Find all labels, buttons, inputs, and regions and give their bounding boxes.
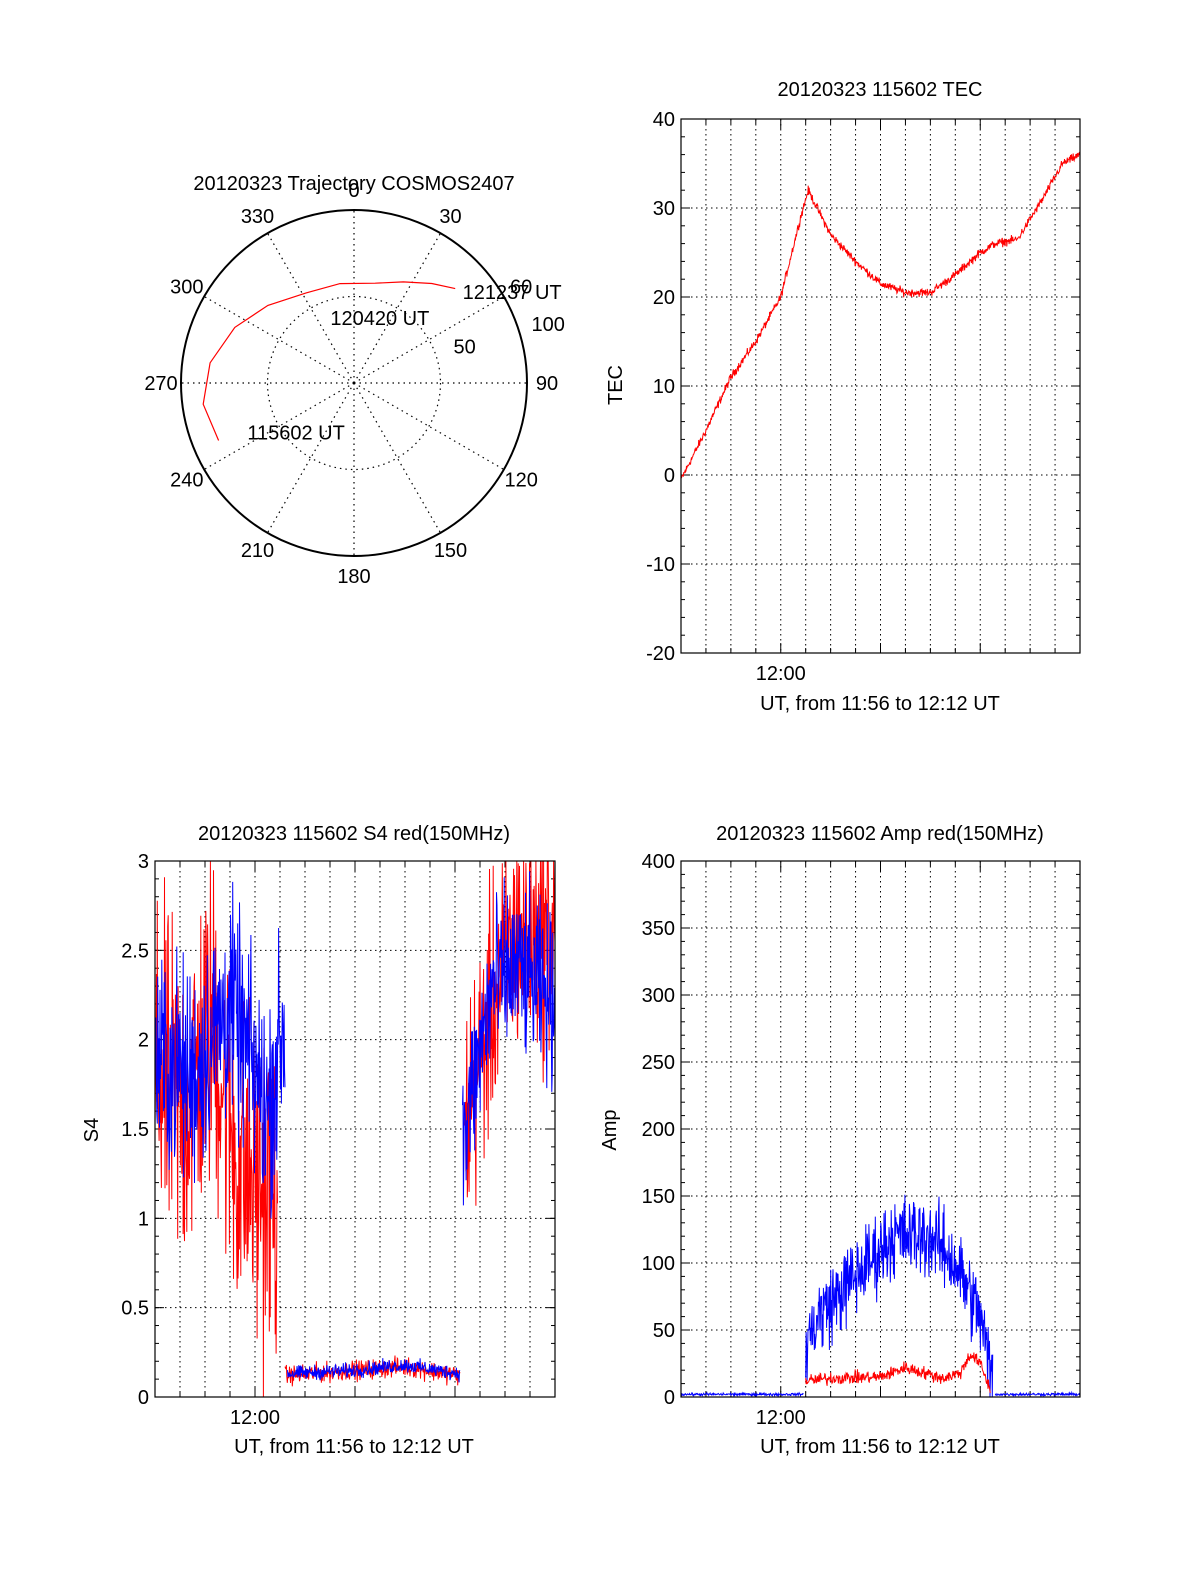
amp-ylabel: Amp xyxy=(599,1109,621,1150)
amp-xlabel: UT, from 11:56 to 12:12 UT xyxy=(760,1436,1000,1458)
s4-ytick-label: 2 xyxy=(138,1030,149,1052)
amp-ytick-label: 200 xyxy=(642,1119,675,1141)
polar-ring-50 xyxy=(266,295,442,471)
tec-chart: 20120323 115602 TEC UT, from 11:56 to 12… xyxy=(605,79,1081,715)
amp-ytick-label: 400 xyxy=(642,851,675,873)
polar-azimuth-label: 330 xyxy=(241,206,274,228)
tec-title: 20120323 115602 TEC xyxy=(778,79,983,101)
polar-azimuth-label: 270 xyxy=(144,373,177,395)
polar-time-annotation: 121237 UT xyxy=(463,282,562,304)
tec-xlabel: UT, from 11:56 to 12:12 UT xyxy=(760,693,1000,715)
s4-ytick-label: 2.5 xyxy=(121,940,149,962)
amp-series-blue xyxy=(681,1391,804,1397)
amp-ytick-label: 0 xyxy=(664,1387,675,1409)
tec-xtick-label: 12:00 xyxy=(756,663,806,685)
amp-xtick-label: 12:00 xyxy=(756,1407,806,1429)
polar-azimuth-label: 180 xyxy=(337,566,370,588)
amp-ytick-label: 50 xyxy=(653,1320,675,1342)
polar-spoke xyxy=(353,295,505,384)
polar-radial-label: 100 xyxy=(531,314,564,336)
polar-radial-label: 50 xyxy=(453,336,475,358)
polar-spoke xyxy=(353,382,442,534)
polar-azimuth-label: 240 xyxy=(170,470,203,492)
amp-ytick-label: 300 xyxy=(642,985,675,1007)
amp-series-blue xyxy=(994,1390,1080,1397)
tec-plot-area: -20 -10 0 10 20 30 40 12:00 xyxy=(646,109,1081,685)
polar-spoke xyxy=(203,382,355,471)
amp-series-group xyxy=(681,1194,1080,1397)
s4-plot-area: 0 0.5 1 1.5 2 2.5 3 12:00 xyxy=(121,851,556,1429)
tec-ytick-label: -10 xyxy=(646,554,675,576)
polar-spoke xyxy=(266,232,355,384)
s4-xlabel: UT, from 11:56 to 12:12 UT xyxy=(234,1436,474,1458)
amp-chart: 20120323 115602 Amp red(150MHz) UT, from… xyxy=(599,823,1081,1458)
s4-series-red xyxy=(155,861,278,1397)
s4-ytick-label: 1.5 xyxy=(121,1119,149,1141)
amp-plot-area: 0 50 100 150 200 250 300 350 400 12:00 xyxy=(642,851,1081,1429)
amp-ytick-label: 250 xyxy=(642,1052,675,1074)
amp-ytick-label: 350 xyxy=(642,918,675,940)
polar-title: 20120323 Trajectory COSMOS2407 xyxy=(193,173,514,195)
tec-ytick-label: 40 xyxy=(653,109,675,131)
polar-outer-circle xyxy=(180,209,528,557)
polar-spoke xyxy=(266,382,355,534)
polar-annotations: 121237 UT 120420 UT 115602 UT xyxy=(247,282,561,445)
amp-series-red xyxy=(805,1352,991,1393)
polar-grid xyxy=(180,209,528,557)
polar-azimuth-label: 60 xyxy=(510,277,532,299)
amp-series-blue xyxy=(805,1194,994,1397)
polar-trajectory xyxy=(202,281,456,441)
polar-azimuth-label: 150 xyxy=(434,540,467,562)
amp-title: 20120323 115602 Amp red(150MHz) xyxy=(716,823,1044,845)
polar-trajectory-line xyxy=(202,281,456,441)
tec-ytick-label: 30 xyxy=(653,198,675,220)
amp-ytick-label: 150 xyxy=(642,1186,675,1208)
tec-ytick-label: 10 xyxy=(653,376,675,398)
polar-azimuth-label: 90 xyxy=(536,373,558,395)
s4-ytick-label: 0 xyxy=(138,1387,149,1409)
tec-series-group xyxy=(681,151,1080,480)
polar-azimuth-label: 30 xyxy=(439,206,461,228)
polar-azimuth-label: 120 xyxy=(504,470,537,492)
polar-radial-labels: 50 100 xyxy=(453,314,564,358)
s4-frame xyxy=(154,860,556,1398)
s4-series-blue xyxy=(155,881,286,1219)
s4-series-blue xyxy=(287,1358,461,1383)
s4-series-group xyxy=(155,861,555,1397)
polar-spoke xyxy=(353,232,442,384)
tec-ytick-label: 0 xyxy=(664,465,675,487)
s4-ylabel: S4 xyxy=(81,1118,103,1142)
amp-frame xyxy=(680,860,1081,1398)
s4-ytick-label: 0.5 xyxy=(121,1298,149,1320)
s4-ytick-label: 3 xyxy=(138,851,149,873)
s4-xtick-label: 12:00 xyxy=(230,1407,280,1429)
tec-ytick-label: 20 xyxy=(653,287,675,309)
polar-spoke xyxy=(353,382,505,471)
polar-time-annotation: 120420 UT xyxy=(330,308,429,330)
s4-title: 20120323 115602 S4 red(150MHz) xyxy=(198,823,510,845)
s4-chart: 20120323 115602 S4 red(150MHz) UT, from … xyxy=(81,823,556,1458)
polar-azimuth-labels: 0 30 60 90 120 150 180 210 240 270 300 330 xyxy=(144,180,558,588)
polar-azimuth-label: 210 xyxy=(241,540,274,562)
polar-azimuth-label: 0 xyxy=(348,180,359,202)
s4-ytick-label: 1 xyxy=(138,1208,149,1230)
s4-series-blue xyxy=(462,871,555,1206)
tec-ytick-label: -20 xyxy=(646,643,675,665)
polar-spoke xyxy=(203,295,355,384)
polar-azimuth-label: 300 xyxy=(170,277,203,299)
tec-ylabel: TEC xyxy=(605,365,627,405)
polar-trajectory-chart: 20120323 Trajectory COSMOS2407 030609012… xyxy=(144,173,565,588)
amp-ytick-label: 100 xyxy=(642,1253,675,1275)
tec-series-TEC xyxy=(681,151,1080,480)
polar-time-annotation: 115602 UT xyxy=(247,423,344,445)
tec-frame xyxy=(680,118,1081,654)
